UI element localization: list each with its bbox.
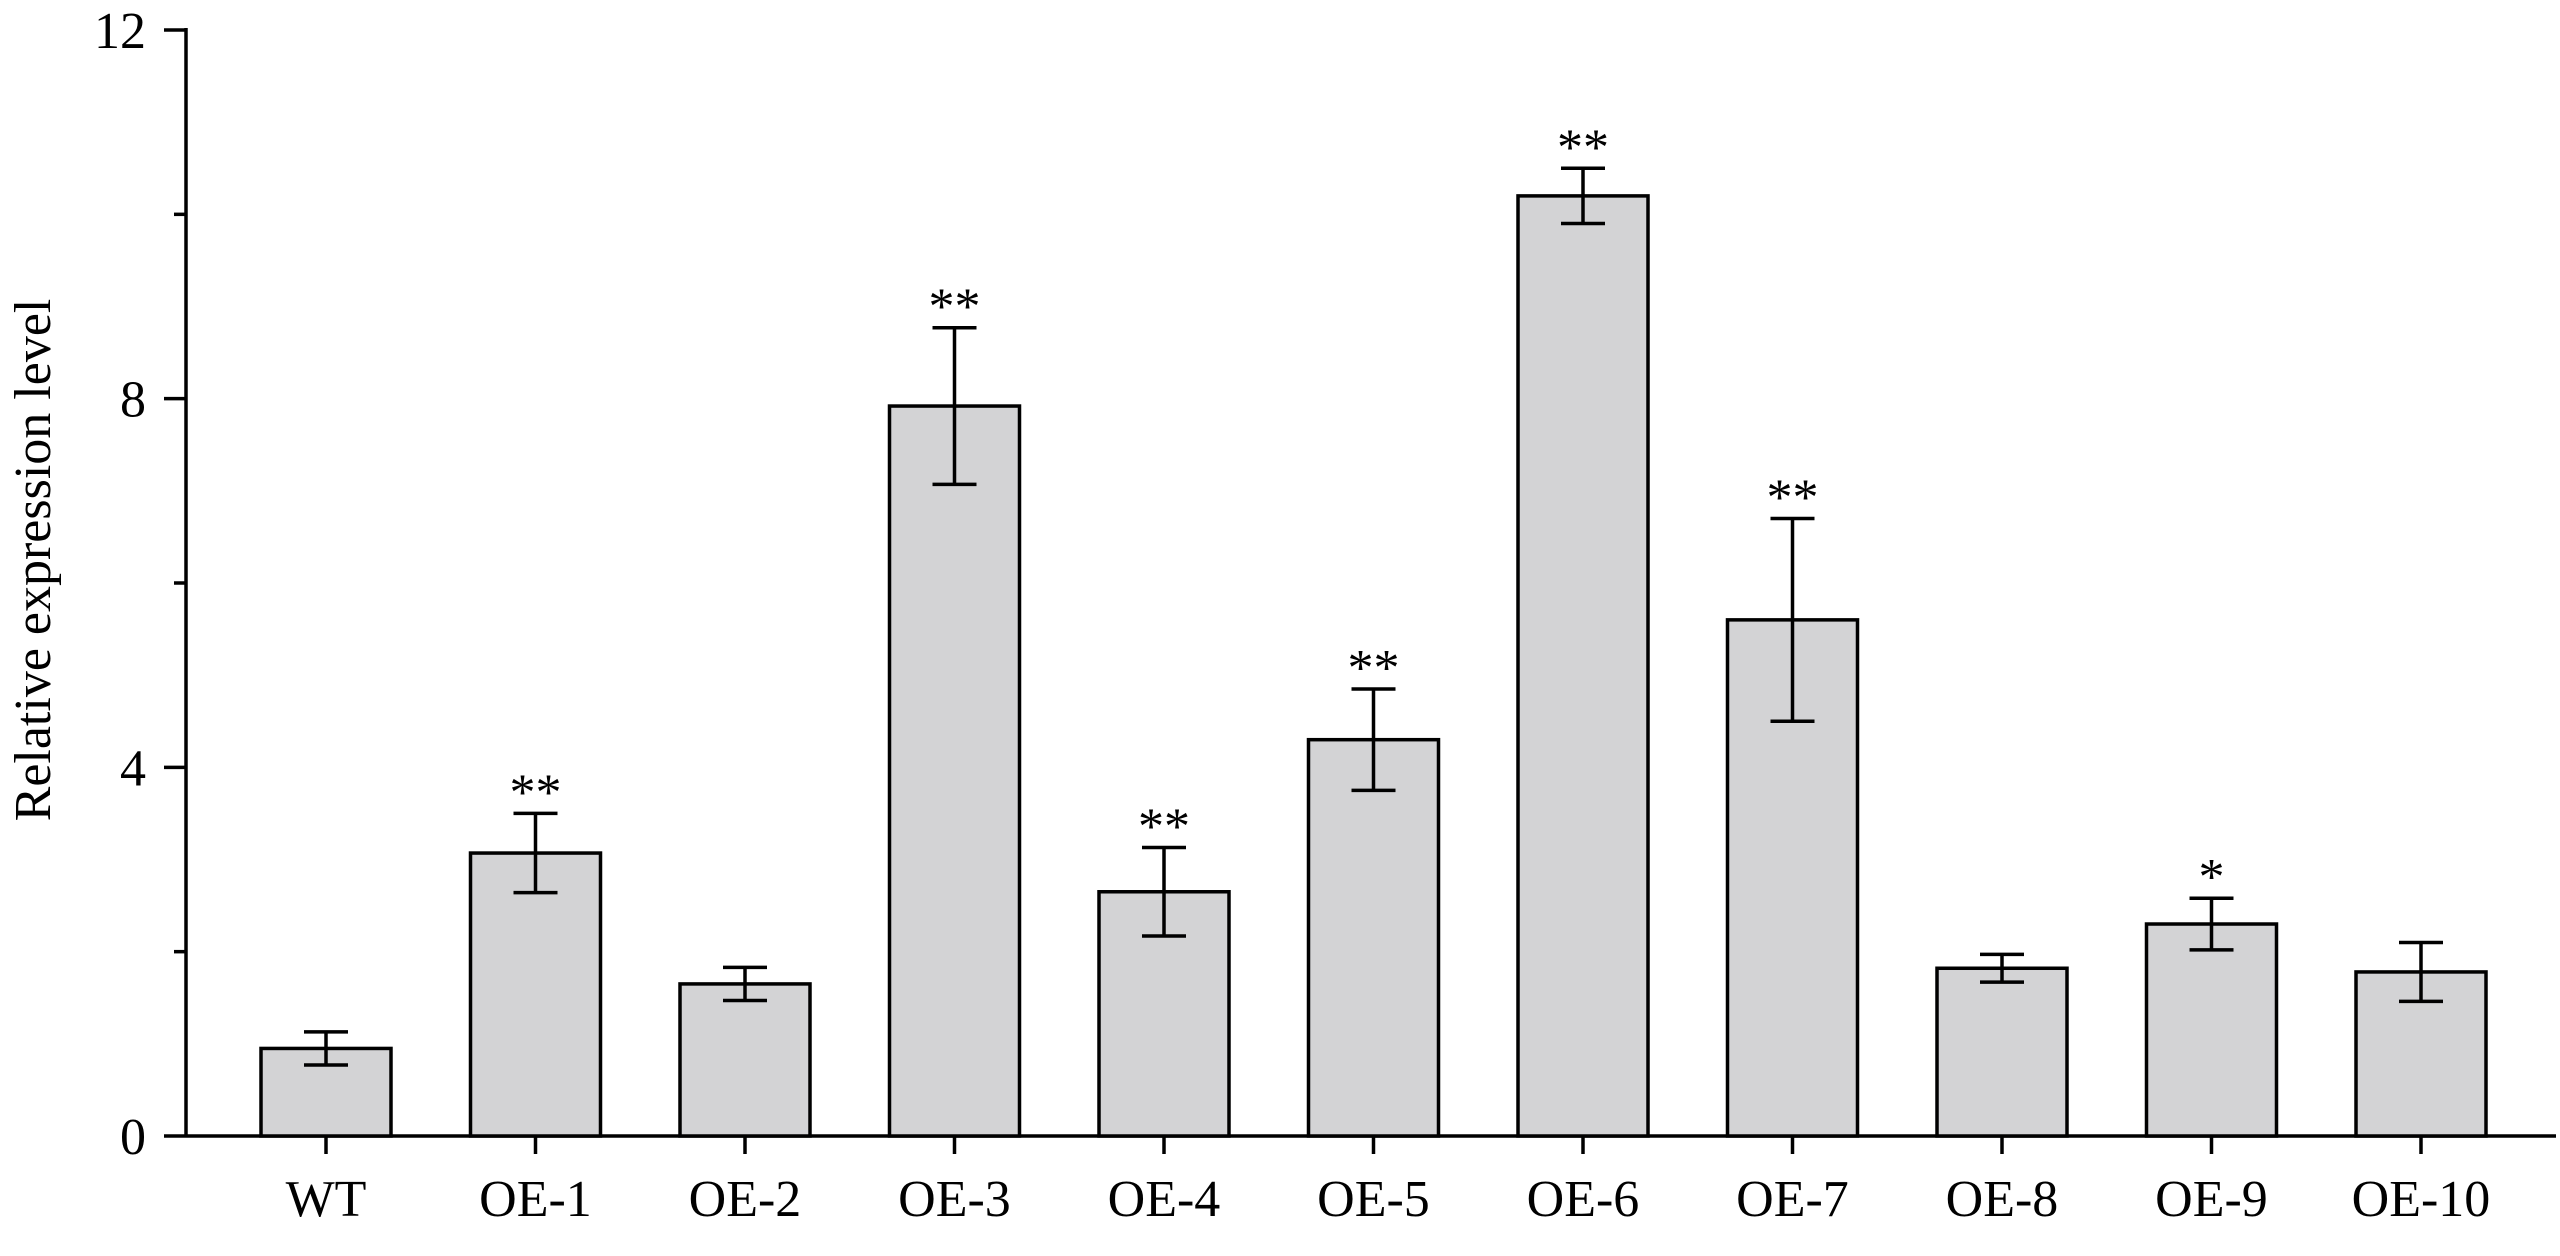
x-tick-label: OE-1 [479,1171,592,1228]
significance-markers: ************* [510,119,2225,906]
significance-label: ** [510,764,562,821]
x-tick-label: WT [286,1171,367,1228]
x-tick-label: OE-2 [689,1171,802,1228]
significance-label: ** [1767,469,1819,526]
x-tick-label: OE-7 [1736,1171,1849,1228]
x-axis: WT OE-1 OE-2 OE-3 OE-4 OE-5 OE-6 OE-7 OE-8 OE-9 OE… [186,1134,2556,1228]
bar [468,851,603,1138]
x-tick-label: OE-5 [1317,1171,1430,1228]
bars [259,194,2488,1138]
significance-label: * [2199,849,2225,906]
significance-label: ** [1348,640,1400,697]
bar [678,982,812,1138]
x-tick-label: OE-9 [2155,1171,2268,1228]
y-axis: 0 4 8 12 [94,3,188,1166]
y-tick-label: 0 [120,1109,146,1166]
significance-label: ** [1557,119,1609,176]
y-tick-label: 12 [94,3,146,60]
bar [1097,890,1231,1138]
x-tick-label: OE-3 [898,1171,1011,1228]
bar [2144,922,2279,1138]
bar [1516,194,1650,1138]
error-bars [304,166,2443,1067]
x-tick-label: OE-6 [1527,1171,1640,1228]
significance-label: ** [929,279,981,336]
y-tick-label: 4 [120,740,146,797]
y-tick-label: 8 [120,372,146,429]
y-axis-label: Relative expression level [5,299,62,822]
x-tick-label: OE-8 [1946,1171,2059,1228]
bar [1306,737,1441,1138]
bar [1935,966,2069,1138]
bar [887,404,1022,1138]
x-tick-label: OE-10 [2352,1171,2491,1228]
x-tick-label: OE-4 [1108,1171,1221,1228]
significance-label: ** [1138,799,1190,856]
